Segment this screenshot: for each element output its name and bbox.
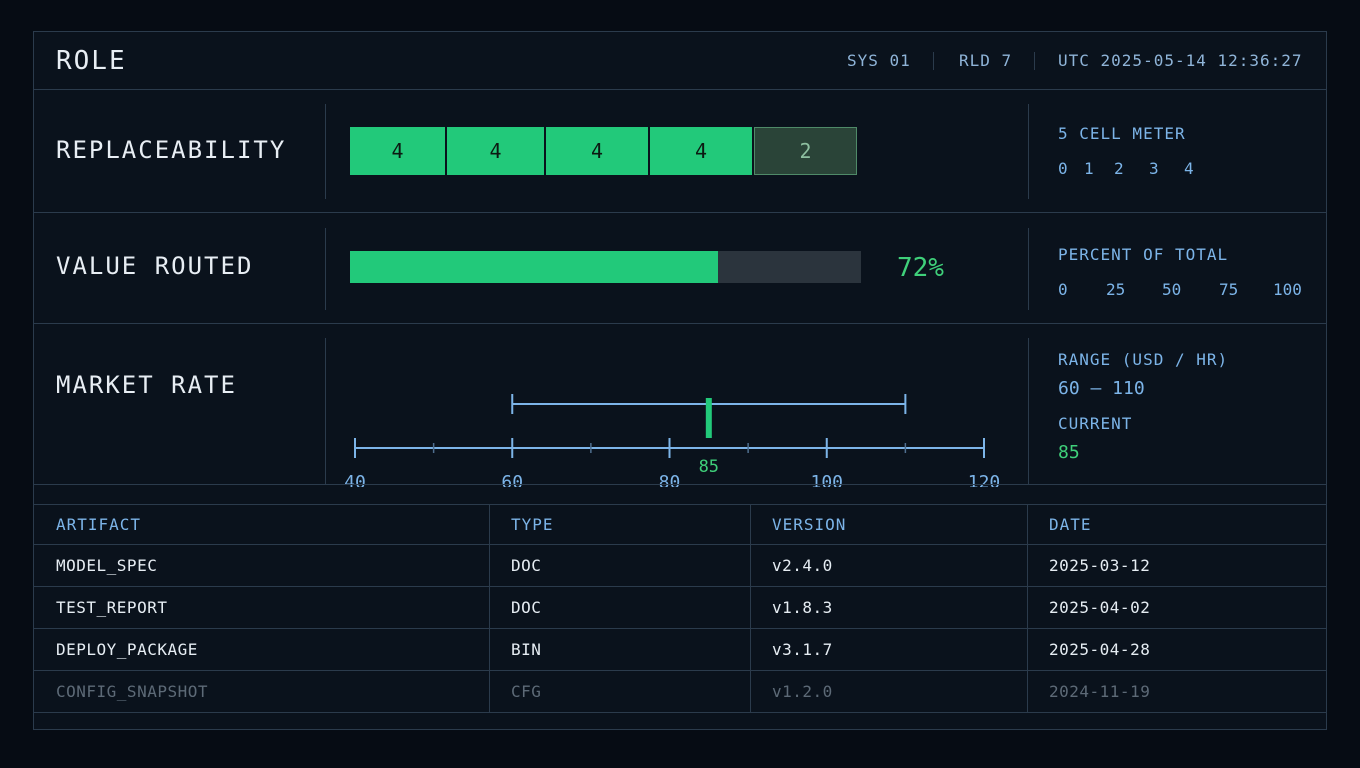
cell-version: v1.2.0 bbox=[772, 682, 833, 701]
current-marker-label: 85 bbox=[699, 457, 719, 477]
cell-artifact: TEST_REPORT bbox=[56, 598, 168, 617]
row-divider bbox=[34, 544, 1326, 545]
cell-artifact: CONFIG_SNAPSHOT bbox=[56, 682, 208, 701]
row-divider bbox=[34, 586, 1326, 587]
value-routed-bar-fill bbox=[350, 251, 718, 283]
cell-version: v3.1.7 bbox=[772, 640, 833, 659]
cell-type: CFG bbox=[511, 682, 542, 701]
scale-label: 2 bbox=[1114, 159, 1124, 178]
utc-timestamp: UTC 2025-05-14 12:36:27 bbox=[1058, 51, 1303, 70]
scale-label: 50 bbox=[1162, 280, 1182, 299]
meter-cell: 4 bbox=[650, 127, 752, 175]
value-routed-bar-track bbox=[350, 251, 861, 283]
column-divider bbox=[489, 504, 490, 712]
column-divider bbox=[750, 504, 751, 712]
market-rate-range-title: RANGE (USD / HR) bbox=[1058, 350, 1229, 369]
current-marker bbox=[705, 398, 712, 438]
scale-label: 0 bbox=[1058, 159, 1068, 178]
scale-label: 0 bbox=[1058, 280, 1068, 299]
value-routed-side-title: PERCENT OF TOTAL bbox=[1058, 245, 1229, 264]
page-title: ROLE bbox=[56, 46, 127, 76]
row-divider bbox=[34, 670, 1326, 671]
section-separator bbox=[34, 484, 1326, 485]
scale-label: 25 bbox=[1106, 280, 1126, 299]
axis-tick-label: 80 bbox=[659, 472, 681, 487]
scale-label: 4 bbox=[1184, 159, 1194, 178]
cell-date: 2025-04-28 bbox=[1049, 640, 1151, 659]
cell-type: DOC bbox=[511, 598, 542, 617]
cell-type: DOC bbox=[511, 556, 542, 575]
column-divider bbox=[325, 228, 326, 310]
table-header-row: ARTIFACT TYPE VERSION DATE bbox=[34, 505, 1326, 545]
column-divider bbox=[325, 338, 326, 484]
column-header-type[interactable]: TYPE bbox=[511, 515, 554, 534]
replaceability-scale: 0 1 2 3 4 bbox=[1058, 159, 1198, 179]
replaceability-meter: 4 4 4 4 2 bbox=[350, 127, 857, 175]
cell-artifact: MODEL_SPEC bbox=[56, 556, 158, 575]
meter-cell: 4 bbox=[350, 127, 445, 175]
column-divider bbox=[1028, 104, 1029, 199]
market-rate-current-value: 85 bbox=[1058, 442, 1080, 463]
column-divider bbox=[1028, 338, 1029, 484]
header-divider bbox=[1034, 52, 1035, 70]
market-rate-label: MARKET RATE bbox=[56, 371, 237, 399]
cell-version: v1.8.3 bbox=[772, 598, 833, 617]
replaceability-side-title: 5 CELL METER bbox=[1058, 124, 1186, 143]
scale-label: 100 bbox=[1273, 280, 1302, 299]
market-rate-current-title: CURRENT bbox=[1058, 414, 1133, 433]
market-rate-chart: 40 60 80 100 120 85 bbox=[344, 394, 1001, 487]
table-row[interactable]: CONFIG_SNAPSHOT CFG v1.2.0 2024-11-19 bbox=[34, 671, 1326, 712]
axis-tick-label: 40 bbox=[344, 472, 366, 487]
table-row[interactable]: DEPLOY_PACKAGE BIN v3.1.7 2025-04-28 bbox=[34, 629, 1326, 670]
cell-type: BIN bbox=[511, 640, 542, 659]
cell-artifact: DEPLOY_PACKAGE bbox=[56, 640, 198, 659]
row-divider bbox=[34, 628, 1326, 629]
dashboard-frame: ROLE SYS 01 RLD 7 UTC 2025-05-14 12:36:2… bbox=[33, 31, 1327, 730]
cell-date: 2024-11-19 bbox=[1049, 682, 1151, 701]
sys-indicator: SYS 01 bbox=[847, 51, 911, 70]
meter-cell: 4 bbox=[546, 127, 648, 175]
axis-tick-label: 100 bbox=[810, 472, 843, 487]
axis-tick-label: 60 bbox=[501, 472, 523, 487]
column-header-artifact[interactable]: ARTIFACT bbox=[56, 515, 142, 534]
row-divider bbox=[34, 712, 1326, 713]
header-divider bbox=[933, 52, 934, 70]
column-divider bbox=[1027, 504, 1028, 712]
cell-version: v2.4.0 bbox=[772, 556, 833, 575]
scale-label: 75 bbox=[1219, 280, 1239, 299]
scale-label: 1 bbox=[1084, 159, 1094, 178]
column-header-date[interactable]: DATE bbox=[1049, 515, 1092, 534]
artifact-table: ARTIFACT TYPE VERSION DATE MODEL_SPEC DO… bbox=[34, 504, 1326, 714]
header-separator bbox=[34, 89, 1326, 90]
column-header-version[interactable]: VERSION bbox=[772, 515, 847, 534]
axis-tick-label: 120 bbox=[968, 472, 1001, 487]
value-routed-percent: 72% bbox=[897, 253, 944, 283]
replaceability-label: REPLACEABILITY bbox=[56, 136, 287, 164]
section-separator bbox=[34, 323, 1326, 324]
column-divider bbox=[325, 104, 326, 199]
scale-label: 3 bbox=[1149, 159, 1159, 178]
meter-cell: 4 bbox=[447, 127, 544, 175]
value-routed-label: VALUE ROUTED bbox=[56, 252, 254, 280]
meter-cell: 2 bbox=[754, 127, 857, 175]
rld-indicator: RLD 7 bbox=[959, 51, 1013, 70]
table-row[interactable]: TEST_REPORT DOC v1.8.3 2025-04-02 bbox=[34, 587, 1326, 628]
table-row[interactable]: MODEL_SPEC DOC v2.4.0 2025-03-12 bbox=[34, 545, 1326, 586]
value-routed-scale: 0 25 50 75 100 bbox=[1058, 280, 1308, 300]
column-divider bbox=[1028, 228, 1029, 310]
market-rate-range-value: 60 – 110 bbox=[1058, 378, 1145, 399]
cell-date: 2025-03-12 bbox=[1049, 556, 1151, 575]
section-separator bbox=[34, 212, 1326, 213]
cell-date: 2025-04-02 bbox=[1049, 598, 1151, 617]
table-top-border bbox=[34, 504, 1326, 505]
